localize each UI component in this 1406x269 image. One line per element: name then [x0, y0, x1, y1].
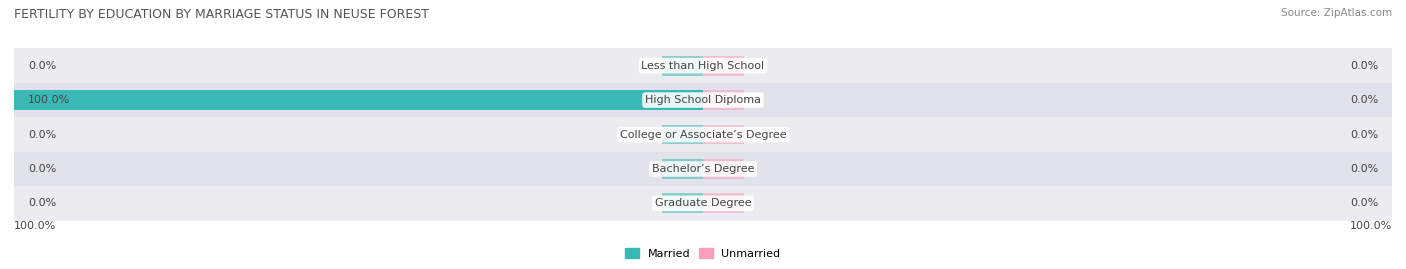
- Text: 100.0%: 100.0%: [14, 221, 56, 231]
- Bar: [703, 125, 744, 144]
- Text: Source: ZipAtlas.com: Source: ZipAtlas.com: [1281, 8, 1392, 18]
- Bar: [14, 152, 1392, 186]
- Bar: [703, 90, 744, 110]
- Text: 0.0%: 0.0%: [1350, 129, 1378, 140]
- Bar: [703, 159, 744, 179]
- Bar: [14, 48, 1392, 83]
- Text: Less than High School: Less than High School: [641, 61, 765, 71]
- Text: Bachelor’s Degree: Bachelor’s Degree: [652, 164, 754, 174]
- Text: 100.0%: 100.0%: [28, 95, 70, 105]
- Text: Graduate Degree: Graduate Degree: [655, 198, 751, 208]
- Text: FERTILITY BY EDUCATION BY MARRIAGE STATUS IN NEUSE FOREST: FERTILITY BY EDUCATION BY MARRIAGE STATU…: [14, 8, 429, 21]
- Text: High School Diploma: High School Diploma: [645, 95, 761, 105]
- Bar: [14, 90, 703, 110]
- Text: 0.0%: 0.0%: [28, 61, 56, 71]
- Bar: [703, 56, 744, 76]
- Legend: Married, Unmarried: Married, Unmarried: [621, 244, 785, 263]
- Text: 0.0%: 0.0%: [1350, 61, 1378, 71]
- Text: 0.0%: 0.0%: [28, 198, 56, 208]
- Bar: [14, 186, 1392, 221]
- Bar: [662, 159, 703, 179]
- Text: 100.0%: 100.0%: [1350, 221, 1392, 231]
- Bar: [703, 193, 744, 213]
- Bar: [14, 117, 1392, 152]
- Bar: [662, 125, 703, 144]
- Bar: [662, 193, 703, 213]
- Text: College or Associate’s Degree: College or Associate’s Degree: [620, 129, 786, 140]
- Bar: [14, 83, 1392, 117]
- Text: 0.0%: 0.0%: [28, 164, 56, 174]
- Text: 0.0%: 0.0%: [1350, 95, 1378, 105]
- Text: 0.0%: 0.0%: [28, 129, 56, 140]
- Text: 0.0%: 0.0%: [1350, 198, 1378, 208]
- Text: 0.0%: 0.0%: [1350, 164, 1378, 174]
- Bar: [662, 56, 703, 76]
